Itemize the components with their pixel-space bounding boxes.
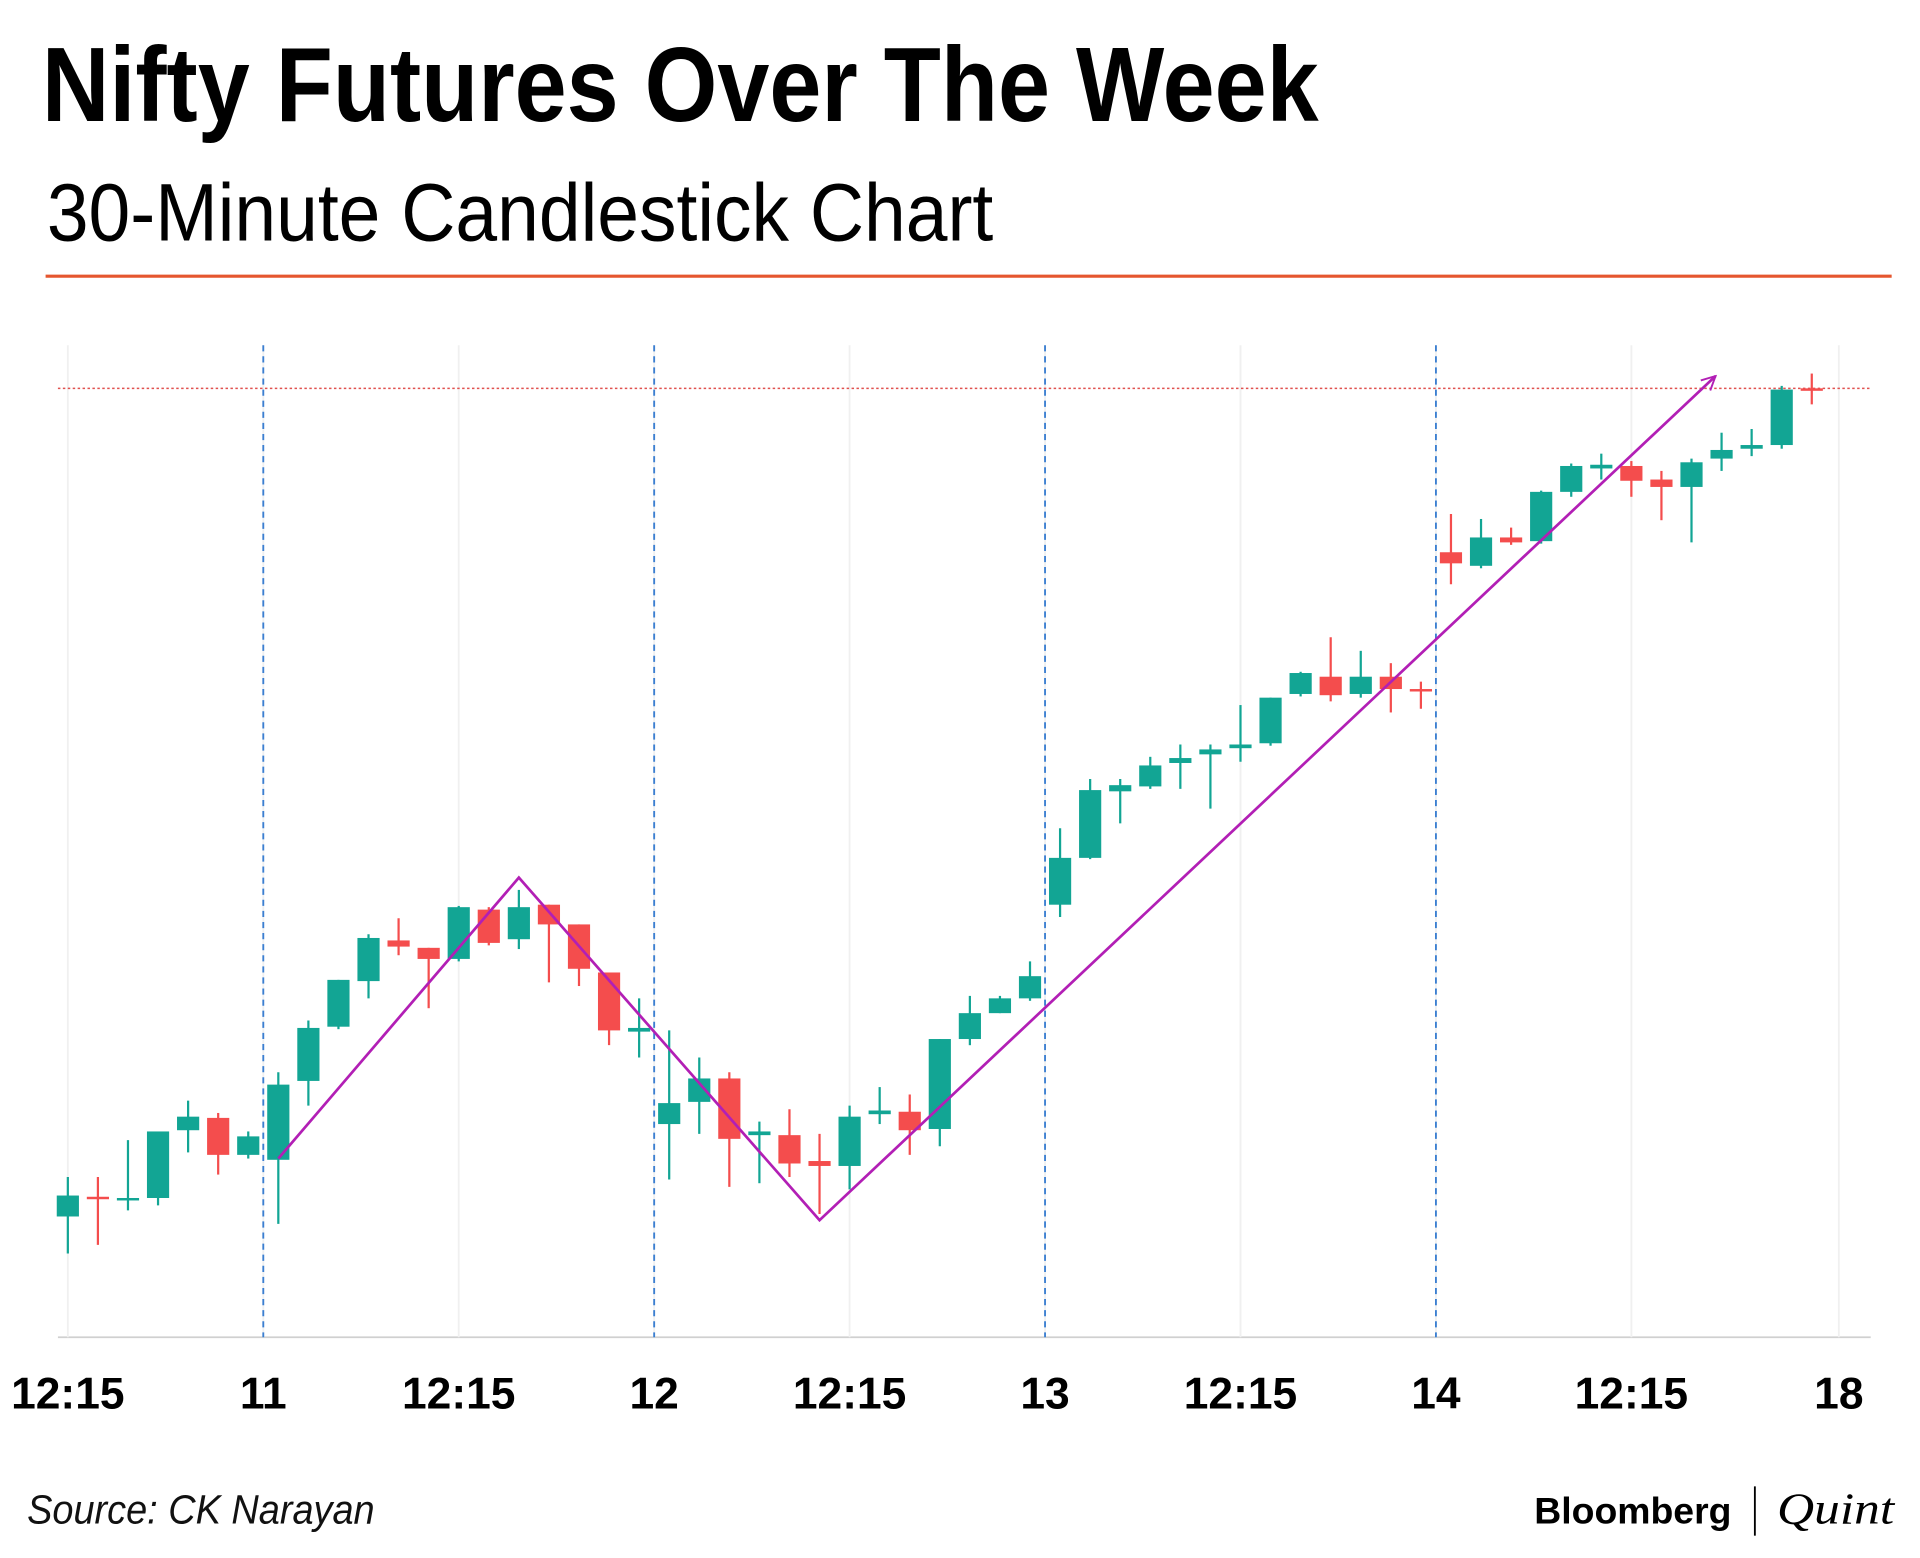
- candle-body: [1349, 676, 1372, 694]
- candle-body: [297, 1027, 320, 1081]
- x-tick-label: 12:15: [402, 1370, 515, 1419]
- candle-body: [1289, 673, 1312, 694]
- x-tick-label: 12:15: [793, 1370, 906, 1419]
- candle-body: [267, 1084, 290, 1160]
- candle-body: [958, 1013, 981, 1040]
- candle-body: [1139, 765, 1162, 787]
- candle-body: [1650, 479, 1673, 487]
- candle-body: [116, 1197, 140, 1201]
- candle-body: [1800, 388, 1823, 391]
- logo-quint: Quint: [1777, 1483, 1896, 1533]
- x-tick-label: 14: [1411, 1370, 1461, 1419]
- chart-subtitle: 30-Minute Candlestick Chart: [47, 167, 993, 258]
- candle-body: [748, 1131, 771, 1136]
- candle-body: [988, 998, 1012, 1014]
- trend-line: [277, 376, 1715, 1223]
- candle-body: [1740, 445, 1763, 449]
- candle-body: [1048, 857, 1072, 905]
- candle-body: [778, 1135, 801, 1164]
- candle-body: [628, 1027, 651, 1032]
- x-tick-label: 13: [1020, 1370, 1069, 1419]
- candle-body: [146, 1131, 170, 1198]
- logo-bloomberg: Bloomberg: [1534, 1490, 1731, 1531]
- x-tick-label: 12:15: [1184, 1370, 1297, 1419]
- candle-body: [1560, 465, 1583, 492]
- candle-body: [86, 1196, 110, 1200]
- candle-body: [56, 1195, 79, 1217]
- candle-body: [928, 1039, 951, 1129]
- source: Source: CK Narayan: [27, 1486, 375, 1532]
- candle-body: [1710, 449, 1733, 459]
- candle-body: [898, 1111, 921, 1131]
- candle-body: [1500, 537, 1523, 543]
- candle-body: [1409, 689, 1432, 692]
- candle-body: [868, 1110, 891, 1115]
- candle-body: [387, 940, 410, 947]
- candle-body: [357, 937, 380, 982]
- x-tick-label: 18: [1814, 1370, 1863, 1419]
- x-tick-label: 12:15: [1575, 1370, 1688, 1419]
- candle-body: [1620, 465, 1643, 481]
- candle-body: [688, 1078, 711, 1102]
- candle-body: [1229, 744, 1252, 749]
- x-tick-label: 12:15: [11, 1370, 124, 1419]
- candle-body: [1259, 697, 1282, 744]
- x-tick-label: 11: [240, 1370, 287, 1419]
- candle-body: [838, 1116, 861, 1166]
- candle-body: [237, 1136, 260, 1155]
- candle-body: [1469, 537, 1493, 566]
- candle-body: [1439, 552, 1463, 564]
- candle-body: [1169, 758, 1192, 763]
- x-tick-label: 12: [629, 1370, 678, 1419]
- candle-body: [207, 1117, 230, 1155]
- candle-body: [1590, 464, 1613, 469]
- candle-body: [1530, 491, 1553, 542]
- candle-body: [1109, 785, 1132, 792]
- candle-body: [1680, 462, 1703, 487]
- candle-body: [1319, 676, 1342, 696]
- candle-body: [327, 979, 350, 1027]
- candle-body: [1018, 976, 1042, 999]
- candle-body: [447, 907, 470, 959]
- candle-body: [417, 947, 440, 959]
- candle-body: [1770, 389, 1793, 446]
- candle-body: [1079, 790, 1102, 858]
- candle-body: [507, 907, 530, 940]
- candle-body: [177, 1116, 200, 1131]
- chart-title: Nifty Futures Over The Week: [42, 26, 1320, 144]
- candle-body: [658, 1103, 681, 1125]
- candle-body: [1199, 749, 1222, 755]
- candle-body: [808, 1161, 831, 1166]
